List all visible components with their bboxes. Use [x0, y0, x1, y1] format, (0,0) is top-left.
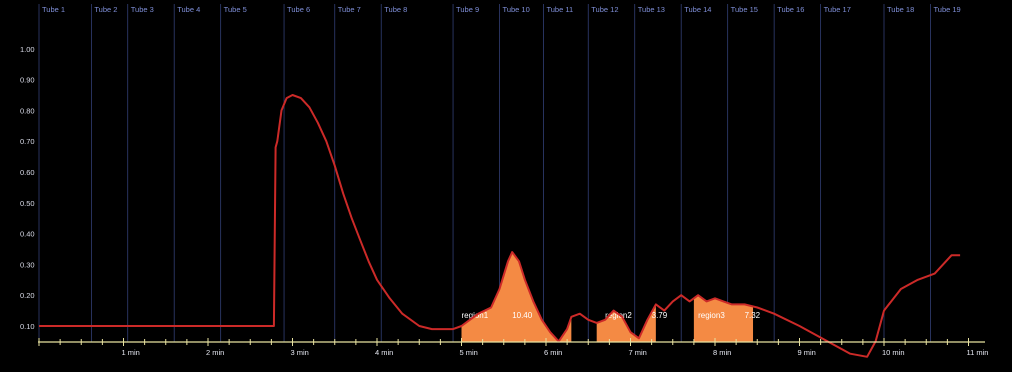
x-tick-label: 2 min: [206, 348, 224, 357]
x-tick-label: 5 min: [460, 348, 478, 357]
tube-marker-label: Tube 19: [933, 5, 960, 14]
tube-marker-label: Tube 1: [42, 5, 65, 14]
y-tick-label: 1.00: [20, 45, 35, 54]
tube-marker-label: Tube 11: [546, 5, 573, 14]
y-tick-label: 0.60: [20, 168, 35, 177]
tube-marker-label: Tube 15: [731, 5, 758, 14]
tube-marker-label: Tube 13: [638, 5, 665, 14]
tube-marker-label: Tube 3: [131, 5, 154, 14]
y-tick-label: 0.30: [20, 260, 35, 269]
x-tick-label: 1 min: [122, 348, 140, 357]
x-tick-label: 9 min: [798, 348, 816, 357]
y-tick-label: 0.90: [20, 76, 35, 85]
y-tick-label: 0.50: [20, 199, 35, 208]
tube-marker-label: Tube 2: [94, 5, 117, 14]
tube-marker-label: Tube 6: [287, 5, 310, 14]
x-tick-label: 11 min: [967, 348, 989, 357]
x-tick-label: 4 min: [375, 348, 393, 357]
tube-marker-label: Tube 17: [824, 5, 851, 14]
series-line: [39, 94, 961, 358]
region-value: 3.79: [652, 311, 668, 320]
x-tick-label: 7 min: [629, 348, 647, 357]
tube-marker-label: Tube 14: [684, 5, 711, 14]
region-value: 10.40: [512, 311, 533, 320]
tube-marker-label: Tube 10: [503, 5, 530, 14]
x-tick-label: 6 min: [544, 348, 562, 357]
y-tick-label: 0.80: [20, 106, 35, 115]
region-label: region3: [698, 311, 725, 320]
y-tick-label: 0.70: [20, 137, 35, 146]
x-tick-label: 10 min: [882, 348, 905, 357]
tube-marker-label: Tube 8: [384, 5, 407, 14]
tube-marker-label: Tube 12: [591, 5, 618, 14]
region-1-area: [461, 252, 572, 342]
region-3-area: [693, 295, 754, 342]
y-tick-label: 0.10: [20, 322, 35, 331]
tube-marker-label: Tube 4: [177, 5, 200, 14]
x-tick-label: 3 min: [291, 348, 309, 357]
tube-marker-label: Tube 18: [887, 5, 914, 14]
y-tick-label: 0.20: [20, 291, 35, 300]
tube-marker-label: Tube 5: [224, 5, 247, 14]
region-value: 7.32: [745, 311, 761, 320]
tube-marker-label: Tube 16: [777, 5, 804, 14]
x-tick-label: 8 min: [713, 348, 731, 357]
y-tick-label: 0.40: [20, 230, 35, 239]
tube-marker-label: Tube 9: [456, 5, 479, 14]
tube-marker-label: Tube 7: [338, 5, 361, 14]
